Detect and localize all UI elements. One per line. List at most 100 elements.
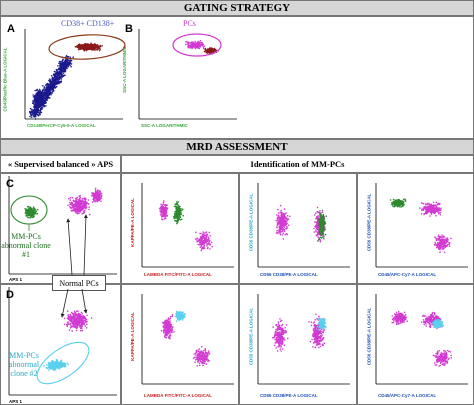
event-dot xyxy=(279,204,282,207)
event-dot xyxy=(208,231,211,234)
normal-pc-event-dot xyxy=(67,321,69,323)
cd138-event-dot xyxy=(97,45,99,47)
normal-pc-event-dot xyxy=(74,209,76,212)
pcs-event-dot xyxy=(197,42,199,45)
cd45-event-dot xyxy=(32,100,34,102)
cd45-event-dot xyxy=(41,91,44,94)
event-dot xyxy=(200,249,203,252)
event-dot xyxy=(164,210,166,213)
cd45-event-dot xyxy=(29,115,31,118)
event-dot xyxy=(162,209,164,212)
clone1-event-dot xyxy=(176,211,178,214)
cd138-event-dot xyxy=(79,48,81,50)
cd138-event-dot xyxy=(94,44,96,46)
cd45-event-dot xyxy=(55,76,58,79)
normal-pc-event-dot xyxy=(96,189,99,191)
cd45-event-dot xyxy=(45,101,47,104)
cd45-event-dot xyxy=(47,83,50,85)
normal-pc-event-dot xyxy=(80,209,83,212)
cd45-event-dot xyxy=(40,107,42,109)
normal-pc-event-dot xyxy=(96,196,99,199)
clone2-event-dot xyxy=(60,365,62,367)
cd45-event-dot xyxy=(49,81,51,84)
cd45-event-dot xyxy=(54,84,56,86)
cd45-event-dot xyxy=(32,101,35,104)
aps-header-cell: « Supervised balanced » APS xyxy=(0,155,121,173)
cd45-event-dot xyxy=(46,87,48,89)
normal-pc-event-dot xyxy=(72,210,74,212)
event-dot xyxy=(434,204,436,206)
normal-pc-event-dot xyxy=(73,313,75,316)
clone1-event-dot xyxy=(175,208,177,210)
event-dot xyxy=(211,245,214,248)
event-dot xyxy=(207,238,210,240)
normal-pc-event-dot xyxy=(69,314,72,317)
clone2-event-dot xyxy=(55,366,57,369)
cd45-event-dot xyxy=(33,113,36,116)
normal-pc-event-dot xyxy=(94,189,97,191)
clone1-event-dot xyxy=(29,215,32,217)
event-dot xyxy=(286,223,288,225)
event-dot xyxy=(282,238,285,240)
clone1-event-dot xyxy=(323,227,325,230)
event-dot xyxy=(209,234,211,237)
cd45-event-dot xyxy=(36,111,39,114)
normal-pc-event-dot xyxy=(84,320,87,322)
event-dot xyxy=(283,208,286,210)
cd45-event-dot xyxy=(60,62,63,65)
clone2-event-dot xyxy=(47,367,49,369)
cd45-event-dot xyxy=(43,105,46,107)
event-dot xyxy=(208,240,211,242)
normal-pc-event-dot xyxy=(80,311,83,314)
mrd-assessment-header: MRD ASSESSMENT xyxy=(0,139,474,155)
clone1-event-dot xyxy=(399,204,402,206)
event-dot xyxy=(162,201,165,204)
event-dot xyxy=(285,212,287,214)
normal-pc-event-dot xyxy=(71,312,74,315)
cd45-event-dot xyxy=(61,60,63,63)
cd45-event-dot xyxy=(37,93,39,95)
cd45-event-dot xyxy=(58,62,60,65)
clone2-label: MM-PCs abnormal clone #2 xyxy=(8,351,40,378)
cd45-event-dot xyxy=(31,113,34,116)
pcs-event-dot xyxy=(188,47,191,49)
event-dot xyxy=(276,224,279,226)
cd45-event-dot xyxy=(66,67,68,69)
cd45-event-dot xyxy=(39,95,41,97)
normal-pc-event-dot xyxy=(78,198,80,201)
cd45-event-dot xyxy=(43,86,46,88)
cd45-event-dot xyxy=(31,108,33,111)
event-dot xyxy=(165,208,167,211)
event-dot xyxy=(200,232,202,235)
cd45-event-dot xyxy=(47,92,50,94)
event-dot xyxy=(162,218,164,221)
normal-pc-event-dot xyxy=(84,197,86,199)
event-dot xyxy=(161,205,164,207)
normal-pcs-label: Normal PCs xyxy=(59,278,99,288)
event-dot xyxy=(203,241,205,244)
pcs-event-dot xyxy=(201,42,204,45)
event-dot xyxy=(279,225,281,227)
pcs-event-dot xyxy=(194,40,196,43)
clone2-event-dot xyxy=(56,359,58,361)
pcs-event-dot xyxy=(198,43,201,45)
event-dot xyxy=(319,240,322,243)
cd138-event-dot xyxy=(94,47,96,50)
event-dot xyxy=(319,239,322,241)
cd45-event-dot xyxy=(40,97,42,99)
cd45-event-dot xyxy=(69,59,71,62)
clone1-event-dot xyxy=(321,228,323,230)
pcs-event-dot xyxy=(214,48,217,51)
cd45-event-dot xyxy=(40,90,42,93)
event-dot xyxy=(316,223,318,226)
normal-pc-event-dot xyxy=(83,322,85,324)
clone1-event-dot xyxy=(317,229,319,231)
normal-pc-event-dot xyxy=(81,204,84,207)
cd45-event-dot xyxy=(41,102,43,105)
clone1-event-dot xyxy=(37,208,39,211)
pcs-event-dot xyxy=(199,41,202,44)
clone1-event-dot xyxy=(175,219,177,222)
normal-pc-event-dot xyxy=(67,204,69,207)
event-dot xyxy=(276,226,278,229)
event-dot xyxy=(207,247,209,249)
